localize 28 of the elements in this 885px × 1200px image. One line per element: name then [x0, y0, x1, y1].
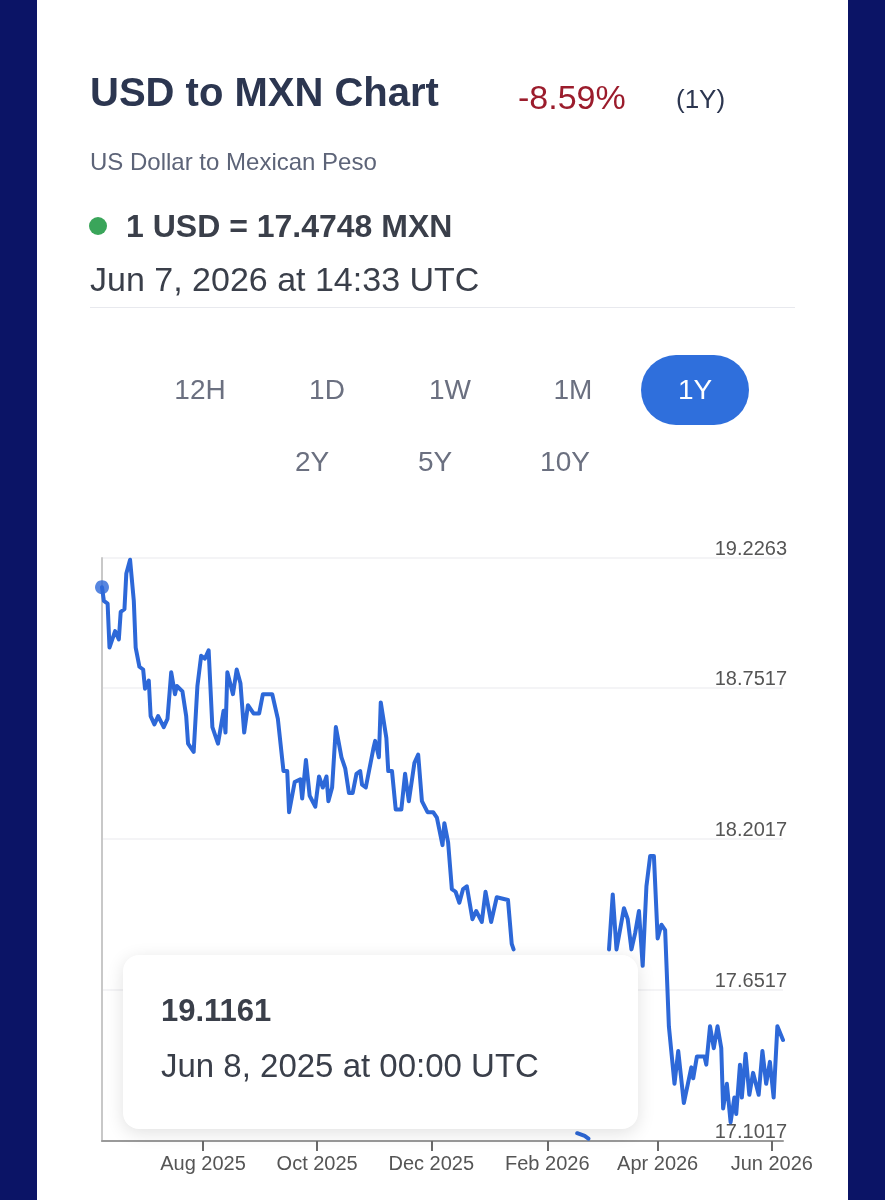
x-tick-label: Jun 2026	[730, 1152, 813, 1174]
chart-subtitle: US Dollar to Mexican Peso	[90, 148, 377, 176]
x-tick-label: Oct 2025	[276, 1152, 358, 1174]
text: 1D	[277, 355, 377, 425]
x-tick-label: Apr 2026	[617, 1152, 699, 1174]
text: 12H	[140, 355, 260, 425]
text: 1Y	[641, 355, 749, 425]
y-tick-label: 18.2017	[714, 818, 787, 841]
text: 10Y	[515, 427, 615, 497]
x-tick-label: Dec 2025	[388, 1152, 475, 1174]
text: (1Y)	[676, 84, 726, 115]
x-tick-label: Feb 2026	[505, 1152, 590, 1174]
text: 1W	[400, 355, 500, 425]
text: 2Y	[262, 427, 362, 497]
chart-title: USD to MXN Chart	[90, 70, 439, 115]
y-tick-label: 17.6517	[714, 969, 787, 992]
text: 1 USD = 17.4748 MXN	[126, 208, 453, 245]
y-tick-label: 18.7517	[714, 667, 787, 690]
text: 5Y	[385, 427, 485, 497]
y-tick-label: 17.1017	[714, 1120, 787, 1142]
text: -8.59%	[518, 78, 626, 117]
text: Jun 7, 2026 at 14:33 UTC	[90, 260, 480, 299]
y-tick-label: 19.2263	[714, 537, 787, 559]
text: 1M	[523, 355, 623, 425]
annotation: 19.1161	[161, 993, 272, 1029]
x-tick-label: Aug 2025	[160, 1152, 246, 1174]
annotation: Jun 8, 2025 at 00:00 UTC	[161, 1047, 539, 1085]
tooltip-panel: 19.1161 Jun 8, 2025 at 00:00 UTC	[123, 955, 638, 1129]
